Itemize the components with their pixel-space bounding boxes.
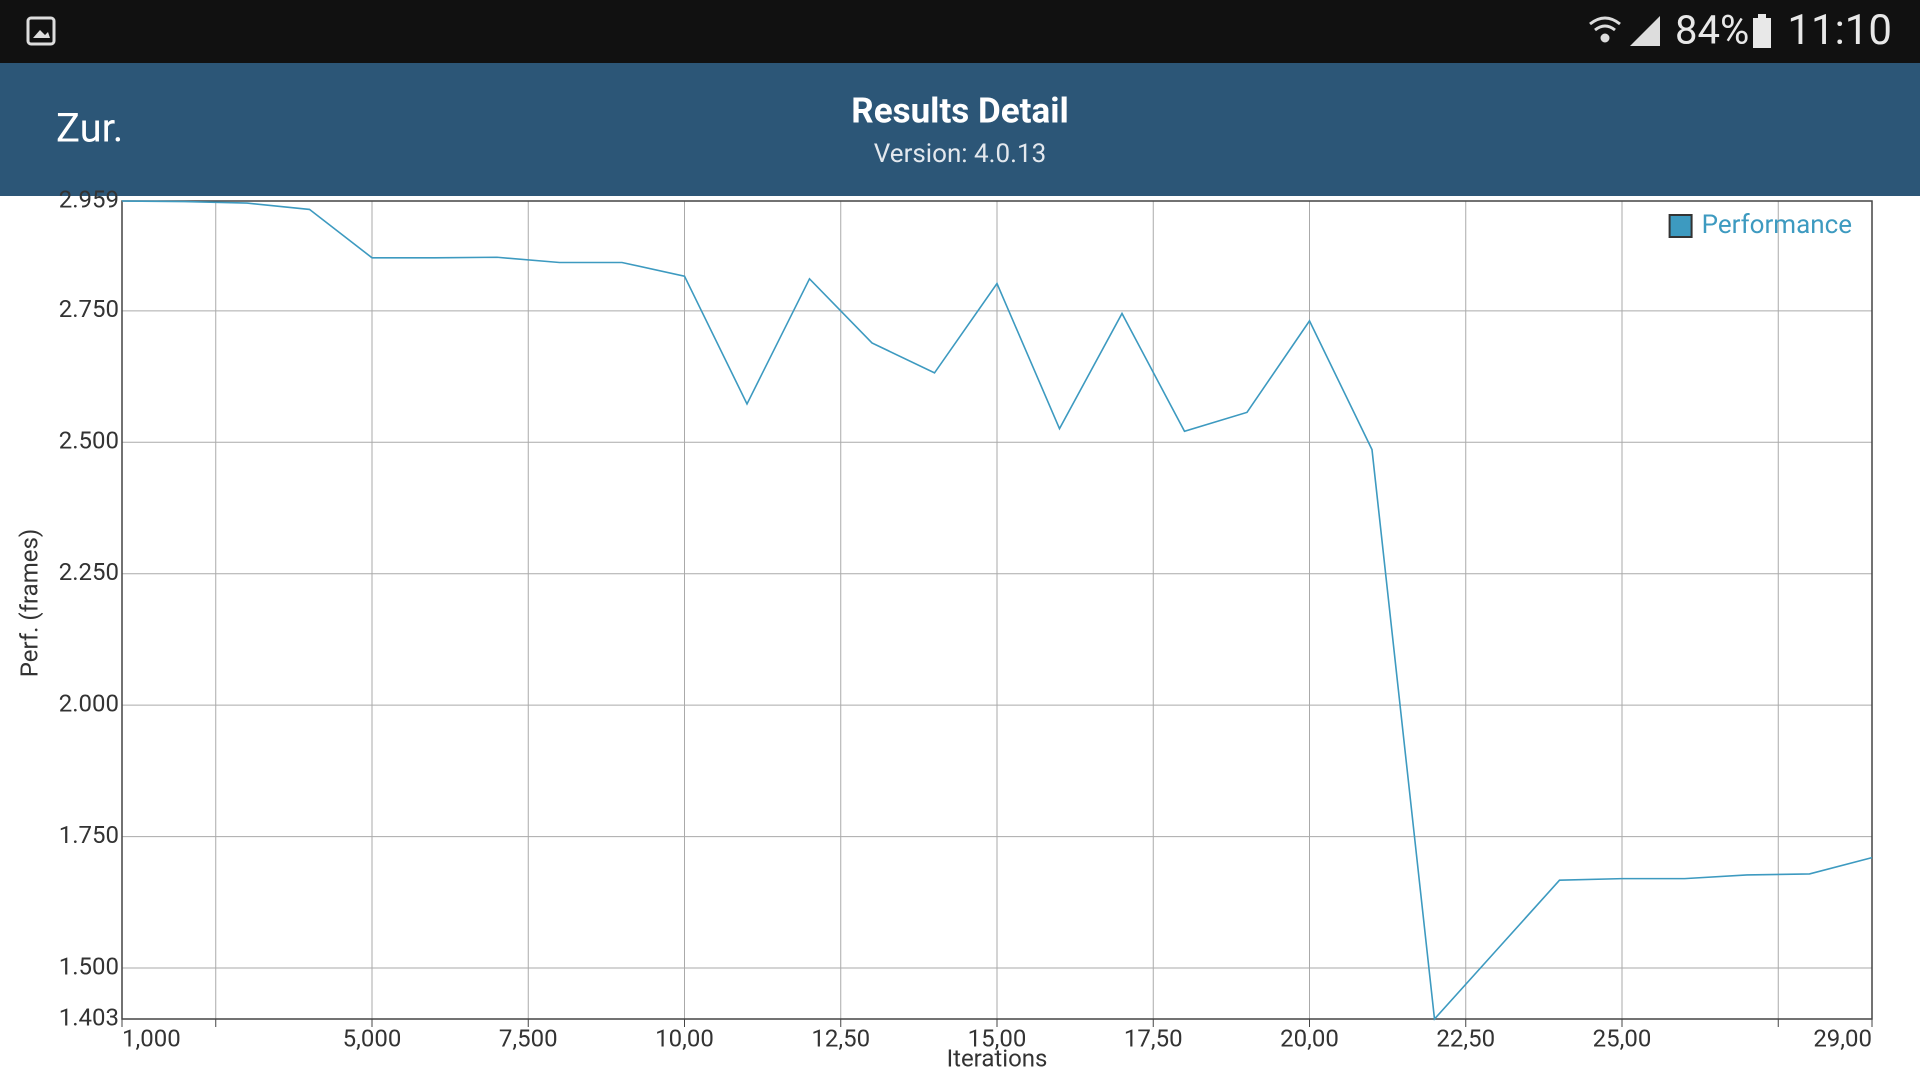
- status-bar: [0, 0, 1920, 63]
- legend-label: Performance: [1702, 210, 1852, 240]
- header-subtitle: Version: 4.0.13: [874, 139, 1046, 169]
- x-tick-label: 15,00: [968, 1024, 1027, 1052]
- x-tick-label: 22,50: [1436, 1024, 1495, 1052]
- signal-icon: [1630, 16, 1660, 46]
- y-tick-label: 2.250: [59, 558, 119, 586]
- header-bar: [0, 63, 1920, 196]
- y-tick-label: 2.750: [59, 295, 119, 323]
- x-tick-label: 20,00: [1280, 1024, 1339, 1052]
- y-axis-title: Perf. (frames): [15, 529, 43, 677]
- x-tick-label: 5,000: [343, 1024, 402, 1052]
- y-tick-label: 1.403: [59, 1003, 119, 1031]
- x-axis-title: Iterations: [947, 1044, 1048, 1072]
- wifi-icon: [1589, 16, 1621, 43]
- y-tick-label: 2.959: [59, 185, 119, 213]
- x-tick-label: 1,000: [122, 1024, 181, 1052]
- x-tick-label: 25,00: [1593, 1024, 1652, 1052]
- battery-percent: 84%: [1675, 7, 1749, 54]
- x-tick-label: 17,50: [1124, 1024, 1183, 1052]
- x-tick-label: 10,00: [655, 1024, 714, 1052]
- back-button[interactable]: Zur.: [56, 105, 123, 152]
- chart: 1.403 1.500 1.750 2.000 2.250 2.500 2.750 2.959…: [15, 185, 1873, 1072]
- header-title: Results Detail: [851, 90, 1068, 131]
- y-tick-label: 1.500: [59, 952, 119, 980]
- battery-icon: [1753, 14, 1771, 48]
- y-tick-label: 2.000: [59, 689, 119, 717]
- clock: 11:10: [1787, 6, 1892, 55]
- x-tick-label: 12,50: [811, 1024, 870, 1052]
- x-tick-label: 29,00: [1813, 1024, 1872, 1052]
- y-tick-label: 2.500: [59, 427, 119, 455]
- legend-swatch: [1668, 214, 1693, 238]
- x-tick-label: 7,500: [499, 1024, 558, 1052]
- data-line: [121, 200, 1873, 1021]
- y-tick-label: 1.750: [59, 821, 119, 849]
- gallery-icon: [26, 16, 56, 46]
- plot-frame: [121, 200, 1873, 1020]
